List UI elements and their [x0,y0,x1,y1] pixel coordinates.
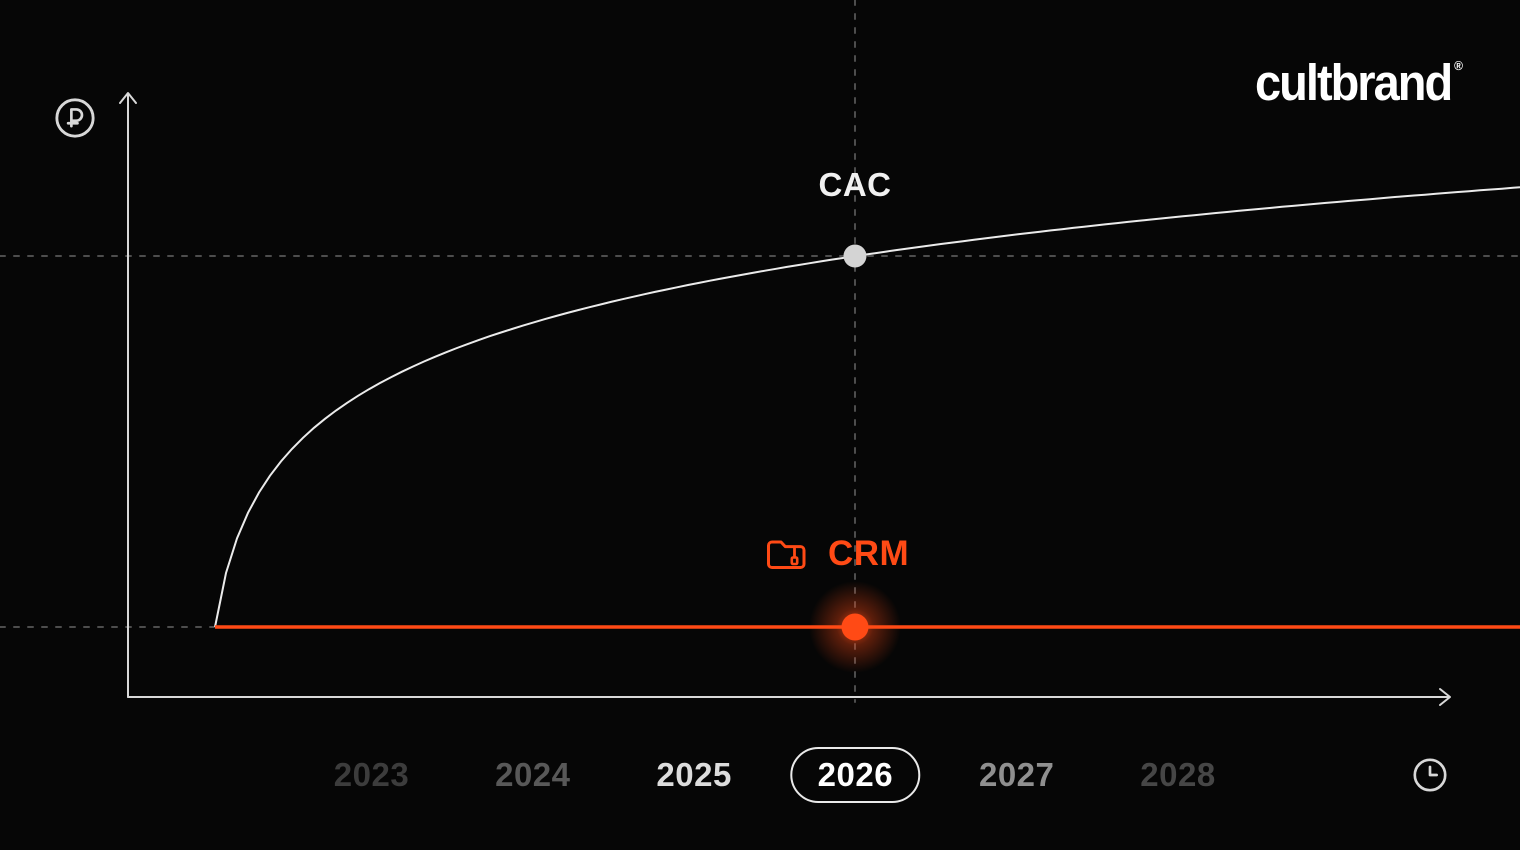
brand-logo-text: cultbrand [1255,53,1453,111]
crm-label: CRM [828,534,910,573]
x-axis-arrowhead [1439,688,1451,706]
year-2027[interactable]: 2027 [978,756,1055,793]
brand-logo: cultbrand ® [1255,57,1463,108]
crm-marker-dot [841,613,869,641]
year-2028[interactable]: 2028 [1140,756,1216,793]
year-2026-selected-pill[interactable]: 2026 [790,747,921,803]
registered-trademark: ® [1454,58,1463,74]
year-2025[interactable]: 2025 [656,756,732,793]
crm-folder-icon [767,540,806,569]
year-2023[interactable]: 2023 [333,756,410,793]
clock-icon [1413,758,1447,792]
cac-curve [214,186,1520,628]
y-axis-arrowhead [119,92,137,104]
cac-marker-dot [843,244,867,268]
ruble-sign-icon [55,98,95,138]
crm-annotation: CRM [764,533,909,575]
cac-label: CAC [818,166,892,203]
year-2024[interactable]: 2024 [495,756,571,793]
